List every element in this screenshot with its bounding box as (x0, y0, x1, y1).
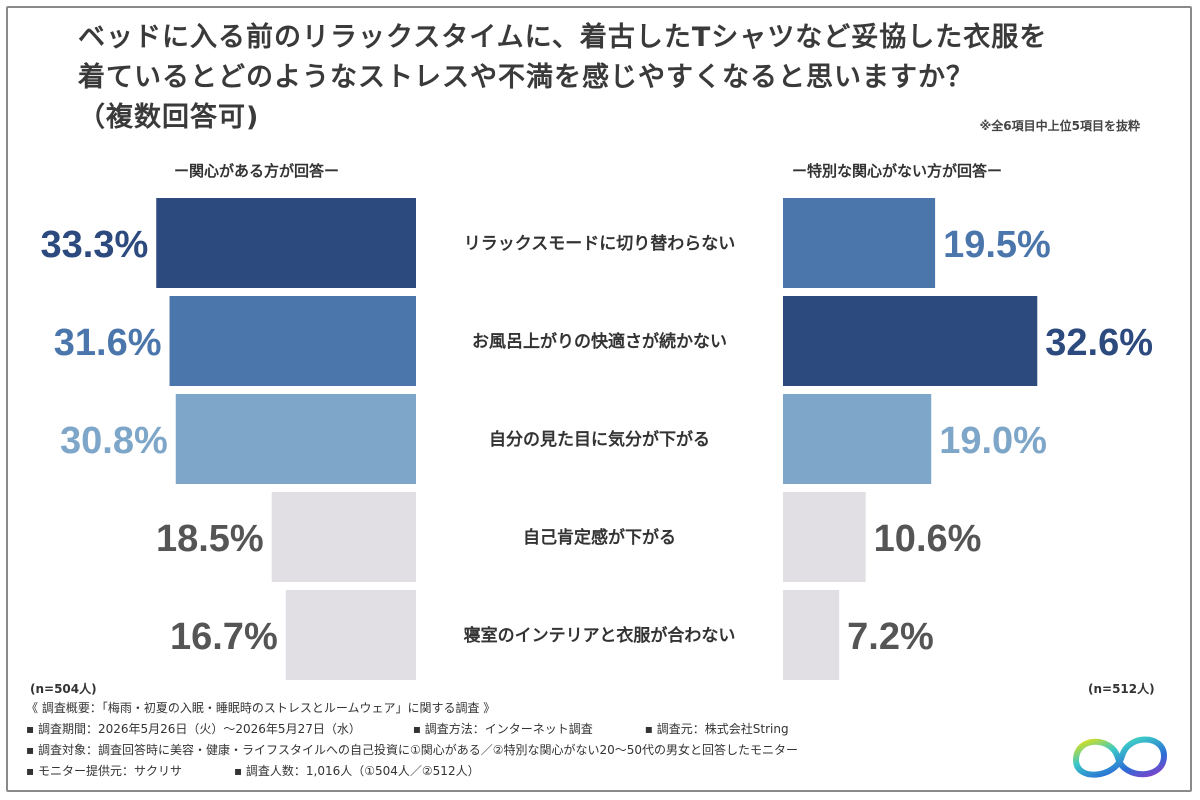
extraction-note: ※全6項目中上位5項目を抜粋 (979, 119, 1140, 133)
left-bar-4 (285, 590, 416, 680)
right-bar-2 (783, 394, 932, 484)
right-value-label-2: 19.0% (939, 420, 1047, 462)
left-value-label-1: 31.6% (54, 322, 162, 364)
left-bar-1 (169, 296, 416, 386)
survey-period: ▪ 調査期間：2026年5月26日（火）〜2026年5月27日（水） (26, 722, 361, 736)
left-bar-2 (175, 394, 416, 484)
title-line-3: （複数回答可) (78, 102, 260, 133)
category-label-0: リラックスモードに切り替わらない (464, 233, 736, 254)
right-value-label-4: 7.2% (847, 616, 934, 658)
left-bar-3 (271, 492, 416, 582)
company-logo-icon (1072, 736, 1168, 778)
right-sample-size: (n=512人) (1088, 682, 1155, 696)
left-value-label-2: 30.8% (60, 420, 168, 462)
right-series-header: ー特別な関心がない方が回答ー (792, 162, 1003, 180)
left-series-header: ー関心がある方が回答ー (174, 162, 340, 180)
category-label-1: お風呂上がりの快適さが続かない (472, 331, 727, 352)
chart-frame (6, 6, 1192, 792)
category-label-2: 自分の見た目に気分が下がる (489, 429, 710, 450)
title-line-1: ベッドに入る前のリラックスタイムに、着古したTシャツなど妥協した衣服を (78, 22, 1048, 53)
left-value-label-0: 33.3% (41, 224, 149, 266)
survey-method: ▪ 調査方法：インターネット調査 (412, 722, 593, 736)
right-value-label-3: 10.6% (874, 518, 982, 560)
survey-target: ▪ 調査対象：調査回答時に美容・健康・ライフスタイルへの自己投資に①関心がある／… (26, 743, 799, 757)
survey-overview: 《 調査概要：「梅雨・初夏の入眠・睡眠時のストレスとルームウェア」に関する調査 … (26, 701, 496, 715)
right-value-label-1: 32.6% (1045, 322, 1153, 364)
right-bar-3 (783, 492, 866, 582)
survey-source: ▪ 調査元：株式会社String (644, 722, 789, 736)
right-bar-0 (783, 198, 936, 288)
right-value-label-0: 19.5% (943, 224, 1051, 266)
left-sample-size: (n=504人) (30, 682, 97, 696)
right-bar-4 (783, 590, 840, 680)
survey-count: ▪ 調査人数：1,016人（①504人／②512人） (233, 764, 480, 778)
left-bar-0 (156, 198, 416, 288)
category-label-3: 自己肯定感が下がる (523, 527, 676, 548)
survey-footer: 《 調査概要：「梅雨・初夏の入眠・睡眠時のストレスとルームウェア」に関する調査 … (26, 698, 1066, 782)
chart-title: ベッドに入る前のリラックスタイムに、着古したTシャツなど妥協した衣服を 着ている… (78, 18, 1138, 138)
survey-provider: ▪ モニター提供元：サクリサ (26, 764, 182, 778)
title-line-2: 着ているとどのようなストレスや不満を感じやすくなると思いますか？ (78, 62, 974, 93)
left-value-label-3: 18.5% (156, 518, 264, 560)
right-bar-1 (783, 296, 1038, 386)
left-value-label-4: 16.7% (170, 616, 278, 658)
category-label-4: 寝室のインテリアと衣服が合わない (464, 625, 736, 646)
